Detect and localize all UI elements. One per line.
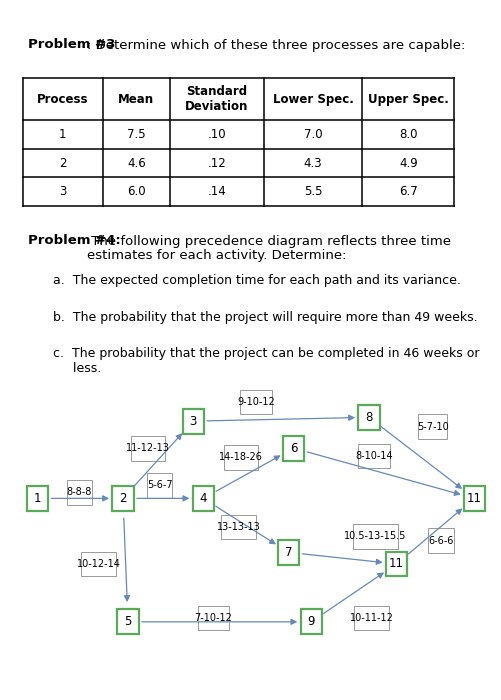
Text: 7-10-12: 7-10-12 [194,613,232,623]
FancyBboxPatch shape [147,473,172,498]
Text: Upper Spec.: Upper Spec. [367,92,448,106]
FancyBboxPatch shape [117,610,138,634]
Text: 5: 5 [124,615,131,629]
Text: 6: 6 [290,442,297,455]
Text: 8-10-14: 8-10-14 [355,451,392,461]
FancyBboxPatch shape [300,610,321,634]
Text: 11: 11 [466,492,481,505]
FancyBboxPatch shape [354,606,388,630]
Text: 3: 3 [189,414,196,428]
Text: 14-18-26: 14-18-26 [218,452,263,463]
Text: 1: 1 [34,492,41,505]
FancyBboxPatch shape [197,606,228,630]
Text: Problem #4:: Problem #4: [28,234,120,248]
Text: The following precedence diagram reflects three time
estimates for each activity: The following precedence diagram reflect… [87,234,450,262]
Text: 1: 1 [59,128,67,141]
Text: 4.3: 4.3 [303,157,322,169]
Text: 5-6-7: 5-6-7 [146,480,172,490]
FancyBboxPatch shape [385,552,406,576]
Text: b.  The probability that the project will require more than 49 weeks.: b. The probability that the project will… [53,311,476,324]
Text: 11: 11 [388,557,403,570]
Text: 4.9: 4.9 [398,157,417,169]
Text: c.  The probability that the project can be completed in 46 weeks or
     less.: c. The probability that the project can … [53,347,478,375]
Text: 10-11-12: 10-11-12 [349,613,393,623]
Text: Process: Process [37,92,88,106]
Text: 9: 9 [307,615,314,629]
Text: 6-6-6: 6-6-6 [427,536,452,546]
Text: 5.5: 5.5 [303,186,322,198]
Text: 4.6: 4.6 [127,157,145,169]
FancyBboxPatch shape [221,514,255,539]
Text: 8-8-8: 8-8-8 [67,487,92,497]
Text: 2: 2 [59,157,67,169]
FancyBboxPatch shape [182,409,203,433]
Text: 7: 7 [285,546,292,559]
FancyBboxPatch shape [27,486,48,511]
Text: Mean: Mean [118,92,154,106]
Text: 9-10-12: 9-10-12 [236,397,275,407]
Text: 4: 4 [199,492,206,505]
Text: 10.5-13-15.5: 10.5-13-15.5 [344,531,406,541]
FancyBboxPatch shape [358,444,389,468]
FancyBboxPatch shape [112,486,133,511]
FancyBboxPatch shape [240,389,271,414]
Text: 8.0: 8.0 [398,128,417,141]
Text: Standard
Deviation: Standard Deviation [184,85,248,113]
FancyBboxPatch shape [67,480,92,505]
Text: 3: 3 [59,186,66,198]
Text: : Determine which of these three processes are capable:: : Determine which of these three process… [87,38,464,52]
Text: 10-12-14: 10-12-14 [76,559,120,569]
Text: .10: .10 [207,128,225,141]
Text: 6.7: 6.7 [398,186,417,198]
FancyBboxPatch shape [192,486,213,511]
Text: 2: 2 [119,492,126,505]
Text: .14: .14 [207,186,225,198]
FancyBboxPatch shape [427,528,453,553]
FancyBboxPatch shape [358,405,379,430]
Text: 7.5: 7.5 [127,128,145,141]
Text: a.  The expected completion time for each path and its variance.: a. The expected completion time for each… [53,274,460,288]
Text: Lower Spec.: Lower Spec. [272,92,353,106]
Text: 5-7-10: 5-7-10 [416,421,448,432]
FancyBboxPatch shape [131,436,165,461]
Text: 8: 8 [365,411,372,424]
Text: Problem #3: Problem #3 [28,38,115,52]
FancyBboxPatch shape [352,524,398,549]
Text: 6.0: 6.0 [127,186,145,198]
FancyBboxPatch shape [418,414,446,439]
FancyBboxPatch shape [223,445,258,470]
FancyBboxPatch shape [81,552,115,576]
FancyBboxPatch shape [283,436,304,461]
FancyBboxPatch shape [463,486,484,511]
Text: .12: .12 [207,157,225,169]
Text: 11-12-13: 11-12-13 [126,443,170,453]
Text: 7.0: 7.0 [303,128,322,141]
Text: 13-13-13: 13-13-13 [216,522,260,532]
FancyBboxPatch shape [278,540,299,565]
